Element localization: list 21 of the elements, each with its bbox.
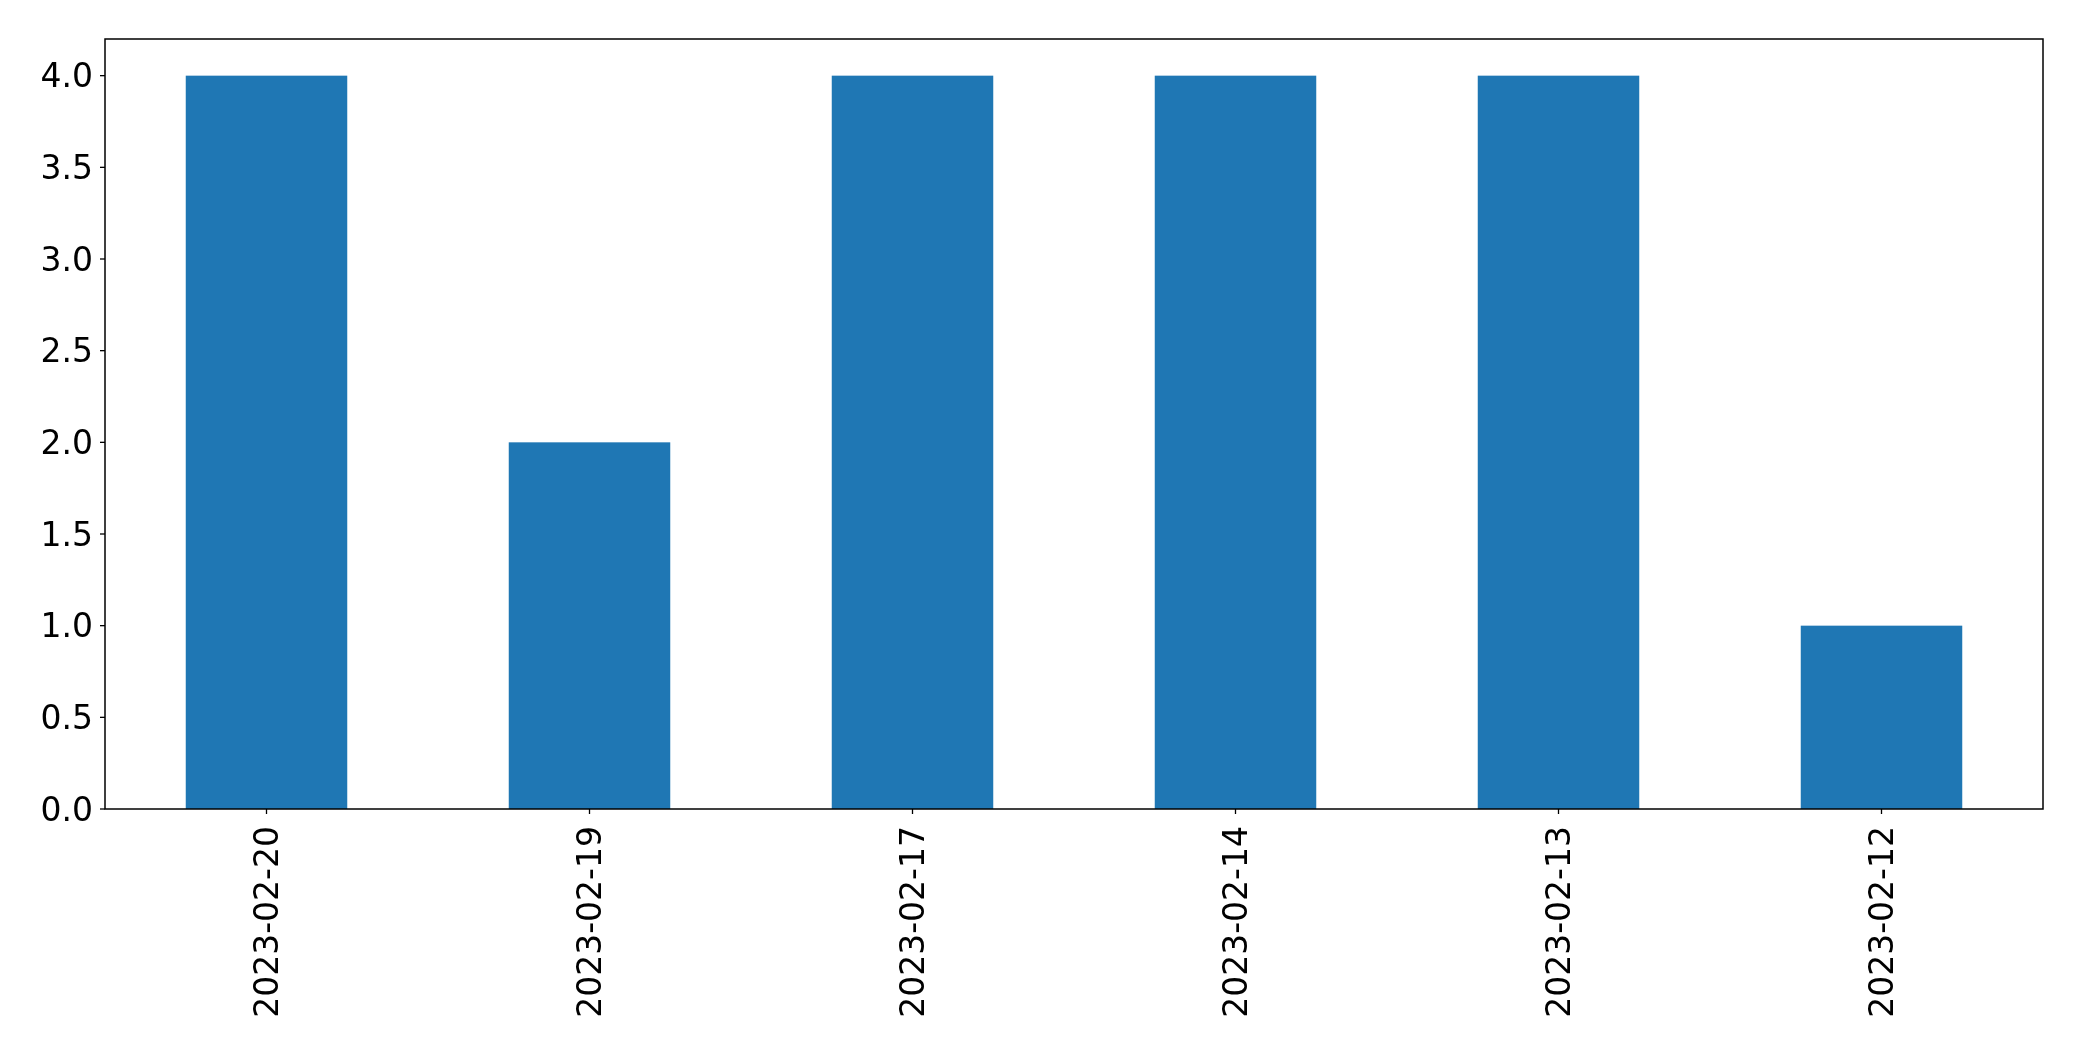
x-tick-label: 2023-02-13 [1539,826,1579,1018]
y-tick-label: 4.0 [40,56,93,96]
y-tick-label: 0.0 [40,789,93,829]
x-tick-label: 2023-02-17 [893,826,933,1018]
bar [508,442,671,809]
y-tick-label: 0.5 [40,697,93,737]
x-tick-label: 2023-02-14 [1216,826,1256,1018]
x-tick-label: 2023-02-12 [1862,826,1902,1018]
y-tick-label: 1.0 [40,606,93,646]
bar [1477,75,1640,809]
bar [1154,75,1317,809]
bar [1800,625,1963,809]
x-tick-label: 2023-02-20 [247,826,287,1018]
bar [185,75,348,809]
y-tick-label: 1.5 [40,514,93,554]
y-tick-label: 3.5 [40,147,93,187]
bar [831,75,994,809]
y-tick-label: 2.5 [40,331,93,371]
x-tick-label: 2023-02-19 [570,826,610,1018]
y-tick-label: 2.0 [40,422,93,462]
y-tick-label: 3.0 [40,239,93,279]
